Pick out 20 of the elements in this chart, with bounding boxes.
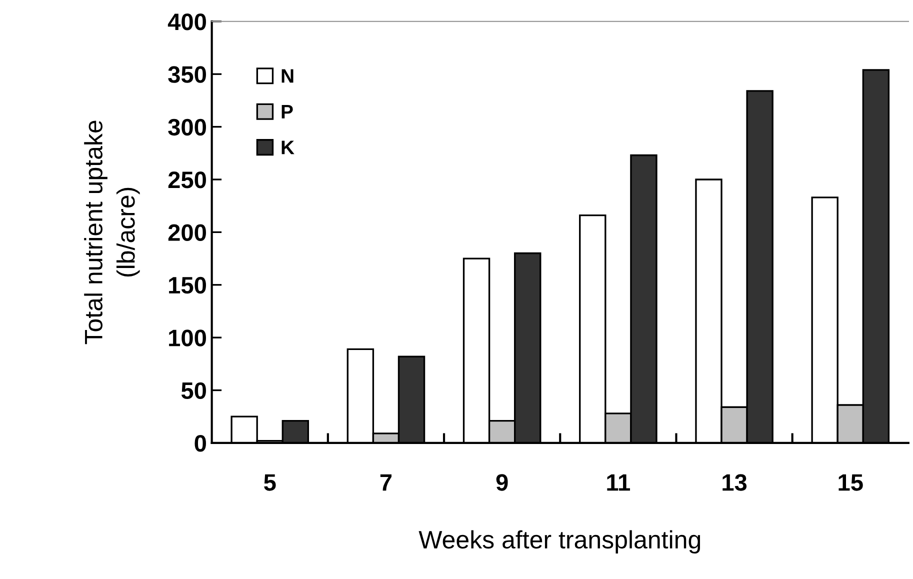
legend-label: P <box>282 104 293 118</box>
y-tick-label: 350 <box>168 66 206 83</box>
y-tick-label: 150 <box>169 276 206 294</box>
y-tick-label: 300 <box>168 118 206 136</box>
y-tick-label: 250 <box>168 172 206 188</box>
y-tick-label: 0 <box>194 435 206 452</box>
y-axis-title: Total nutrient uptake (lb/acre) <box>84 120 140 344</box>
x-tick-label: 11 <box>607 474 630 491</box>
legend-label: K <box>282 140 294 154</box>
y-tick-label: 200 <box>168 224 206 241</box>
y-tick-label: 400 <box>168 13 206 30</box>
x-tick-label: 15 <box>838 474 863 491</box>
x-tick-label: 7 <box>380 474 392 491</box>
x-tick-label: 9 <box>496 474 508 491</box>
x-tick-label: 13 <box>722 474 747 491</box>
x-tick-label: 5 <box>264 474 276 491</box>
y-tick-label: 100 <box>169 330 206 346</box>
legend-label: N <box>282 69 294 83</box>
x-axis-title: Weeks after transplanting <box>418 530 700 554</box>
y-tick-label: 50 <box>181 382 206 400</box>
